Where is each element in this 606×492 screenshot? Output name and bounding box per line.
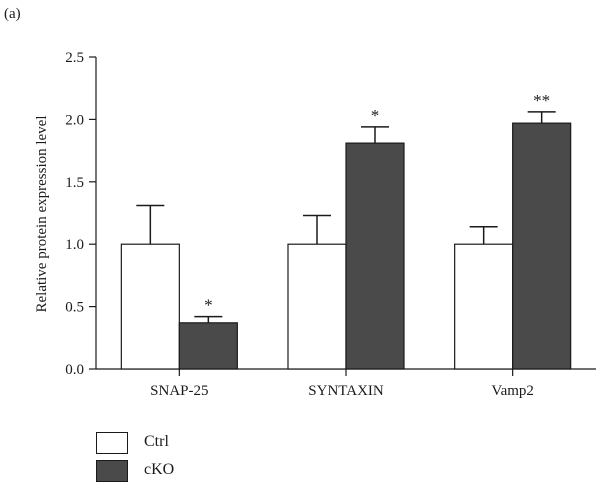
y-tick-label: 1.5: [65, 175, 84, 191]
y-axis-label: Relative protein expression level: [34, 115, 50, 312]
x-tick-label: SNAP-25: [150, 383, 208, 399]
x-tick-label: SYNTAXIN: [308, 383, 384, 399]
bar-ctrl-vamp2: [454, 243, 514, 370]
bar-cko-syntaxin: [345, 142, 405, 370]
x-tick-label: Vamp2: [491, 383, 534, 399]
y-tick-label: 0.0: [65, 362, 84, 378]
legend-label-ctrl: Ctrl: [144, 433, 169, 450]
legend-item-cko: cKO: [96, 460, 296, 486]
significance-marker: *: [204, 296, 213, 315]
x-axis: SNAP-25 SYNTAXIN Vamp2: [96, 368, 596, 399]
legend-item-ctrl: Ctrl: [96, 432, 296, 458]
significance-marker: **: [533, 91, 550, 110]
y-tick-label: 0.5: [65, 300, 84, 316]
bar-cko-vamp2: [512, 122, 572, 370]
y-axis: 0.0 0.5 1.0 1.5 2.0 2.5: [65, 50, 97, 378]
legend-swatch-cko: [96, 460, 128, 482]
legend-swatch-ctrl: [96, 432, 128, 454]
bar-chart: 0.00.51.01.52.02.5 SNAP-25 SYNTAXIN Vamp2 …: [34, 50, 596, 399]
y-tick-label: 2.0: [65, 112, 84, 128]
bar-ctrl-snap-25: [120, 243, 180, 370]
bar-cko-snap-25: [178, 322, 238, 370]
bars: ****: [120, 91, 572, 370]
significance-marker: *: [371, 106, 380, 125]
legend-label-cko: cKO: [144, 461, 175, 478]
y-tick-label: 1.0: [65, 237, 84, 253]
bar-ctrl-syntaxin: [287, 243, 347, 370]
panel-label: (a): [4, 6, 21, 22]
y-tick-label: 2.5: [65, 50, 84, 66]
